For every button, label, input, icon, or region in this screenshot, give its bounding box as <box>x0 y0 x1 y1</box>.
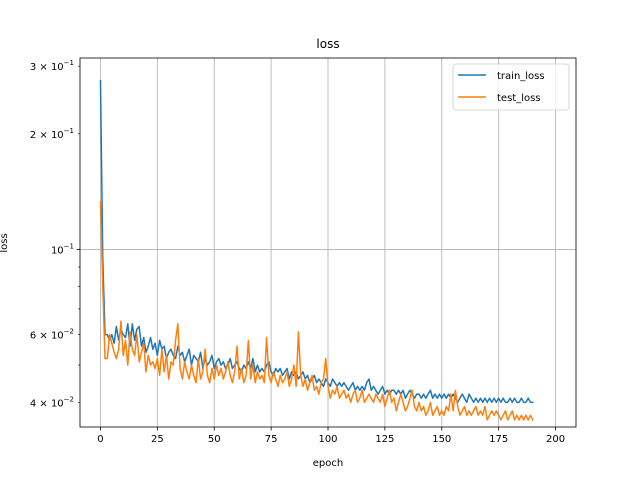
y-tick-label: 3 × 10−1 <box>30 59 74 73</box>
x-tick-label: 175 <box>489 434 508 445</box>
y-tick-label: 4 × 10−2 <box>30 395 74 409</box>
legend-label-test-loss: test_loss <box>497 93 541 104</box>
grid-layer <box>80 58 576 427</box>
y-axis: 10−1 4 × 10−2 6 × 10−2 2 × 10−1 3 × 10−1 <box>30 59 80 409</box>
y-tick-label: 2 × 10−1 <box>30 127 74 141</box>
series-line-train-loss <box>99 79 534 404</box>
x-tick-label: 100 <box>318 434 337 445</box>
legend-label-train-loss: train_loss <box>497 71 545 82</box>
y-tick-label: 10−1 <box>51 242 74 256</box>
x-tick-label: 75 <box>265 434 278 445</box>
x-tick-label: 200 <box>546 434 565 445</box>
x-tick-label: 50 <box>208 434 221 445</box>
x-axis: 0 25 50 75 100 125 150 175 200 <box>97 427 565 445</box>
x-tick-label: 0 <box>97 434 103 445</box>
x-tick-label: 125 <box>375 434 394 445</box>
y-tick-label: 6 × 10−2 <box>30 328 74 342</box>
series-line-test-loss <box>99 201 534 421</box>
chart-title: loss <box>316 37 339 51</box>
y-axis-label: loss <box>0 233 10 252</box>
legend: train_loss test_loss <box>452 63 570 111</box>
series-layer <box>99 79 534 421</box>
x-tick-label: 150 <box>432 434 451 445</box>
x-tick-label: 25 <box>151 434 164 445</box>
x-axis-label: epoch <box>313 458 343 469</box>
